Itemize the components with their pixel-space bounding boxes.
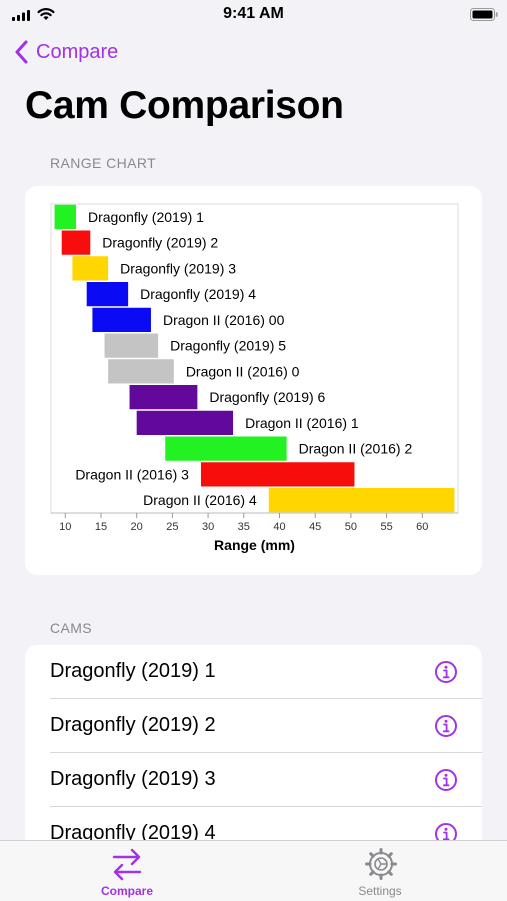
chart-bar [268,488,455,513]
x-tick-label: 35 [238,521,250,533]
cams-header: CAMS [50,620,93,636]
x-tick-label: 55 [380,521,392,533]
chart-bar [61,230,91,255]
chart-bar [86,282,129,307]
info-icon[interactable] [434,660,458,684]
arrows-swap-icon [112,848,142,881]
x-tick-label: 40 [273,521,285,533]
x-tick-label: 10 [59,521,71,533]
bar-label: Dragon II (2016) 4 [143,492,257,508]
tab-settings-label: Settings [358,884,402,898]
battery-icon [470,8,498,21]
cam-name: Dragonfly (2019) 1 [50,660,216,682]
chart-bar [165,436,287,461]
back-button[interactable]: Compare [14,40,118,64]
back-button-label: Compare [36,40,119,63]
tab-compare-label: Compare [100,884,153,898]
chart-bar [129,385,198,410]
info-icon[interactable] [434,768,458,792]
bar-label: Dragon II (2016) 3 [75,466,189,482]
chevron-left-icon [15,40,28,64]
status-time: 9:41 AM [223,5,284,22]
bar-label: Dragon II (2016) 0 [186,363,300,379]
row-divider [50,752,482,753]
tab-bar: Compare Settings [0,840,507,901]
bar-label: Dragonfly (2019) 1 [88,209,204,225]
bar-label: Dragonfly (2019) 4 [140,286,256,302]
cams-list: Dragonfly (2019) 1 Dragonfly (2019) 2 Dr… [25,645,482,875]
tab-compare[interactable]: Compare [67,841,187,901]
range-chart-header: RANGE CHART [50,155,157,171]
bar-label: Dragonfly (2019) 2 [102,235,218,251]
bar-label: Dragon II (2016) 2 [299,441,413,457]
tab-settings[interactable]: Settings [320,841,440,901]
bar-label: Dragonfly (2019) 6 [209,389,325,405]
x-tick-label: 20 [131,521,143,533]
x-tick-label: 50 [345,521,357,533]
chart-bar [136,410,234,435]
x-tick-label: 60 [416,521,428,533]
cam-name: Dragonfly (2019) 3 [50,768,216,790]
list-item[interactable]: Dragonfly (2019) 2 [25,699,482,753]
x-tick-label: 45 [309,521,321,533]
x-axis-label: Range (mm) [214,537,295,553]
row-divider [50,698,482,699]
range-chart-card: Dragonfly (2019) 1 Dragonfly (2019) 2 Drag… [25,186,482,575]
status-bar: 9:41 AM [0,0,507,30]
cam-name: Dragonfly (2019) 2 [50,714,216,736]
bar-label: Dragonfly (2019) 3 [120,260,236,276]
row-divider [50,806,482,807]
info-icon[interactable] [434,714,458,738]
chart-bar [92,307,151,332]
bar-label: Dragon II (2016) 00 [163,312,285,328]
range-chart: Dragonfly (2019) 1 Dragonfly (2019) 2 Drag… [50,203,459,553]
x-tick-label: 25 [166,521,178,533]
gear-icon [365,848,397,880]
x-tick-label: 30 [202,521,214,533]
list-item[interactable]: Dragonfly (2019) 3 [25,753,482,807]
list-item[interactable]: Dragonfly (2019) 1 [25,645,482,699]
cellular-signal-icon [12,10,30,21]
page-title: Cam Comparison [25,84,344,127]
chart-bar [200,462,355,487]
chart-bar [104,333,159,358]
x-tick-label: 15 [95,521,107,533]
chart-bar [54,204,76,229]
bar-label: Dragon II (2016) 1 [245,415,359,431]
chart-bar [72,256,109,281]
bar-label: Dragonfly (2019) 5 [170,338,286,354]
chart-bar [108,359,174,384]
wifi-icon [37,8,55,20]
cam-name: Dragonfly (2019) 4 [50,822,216,844]
